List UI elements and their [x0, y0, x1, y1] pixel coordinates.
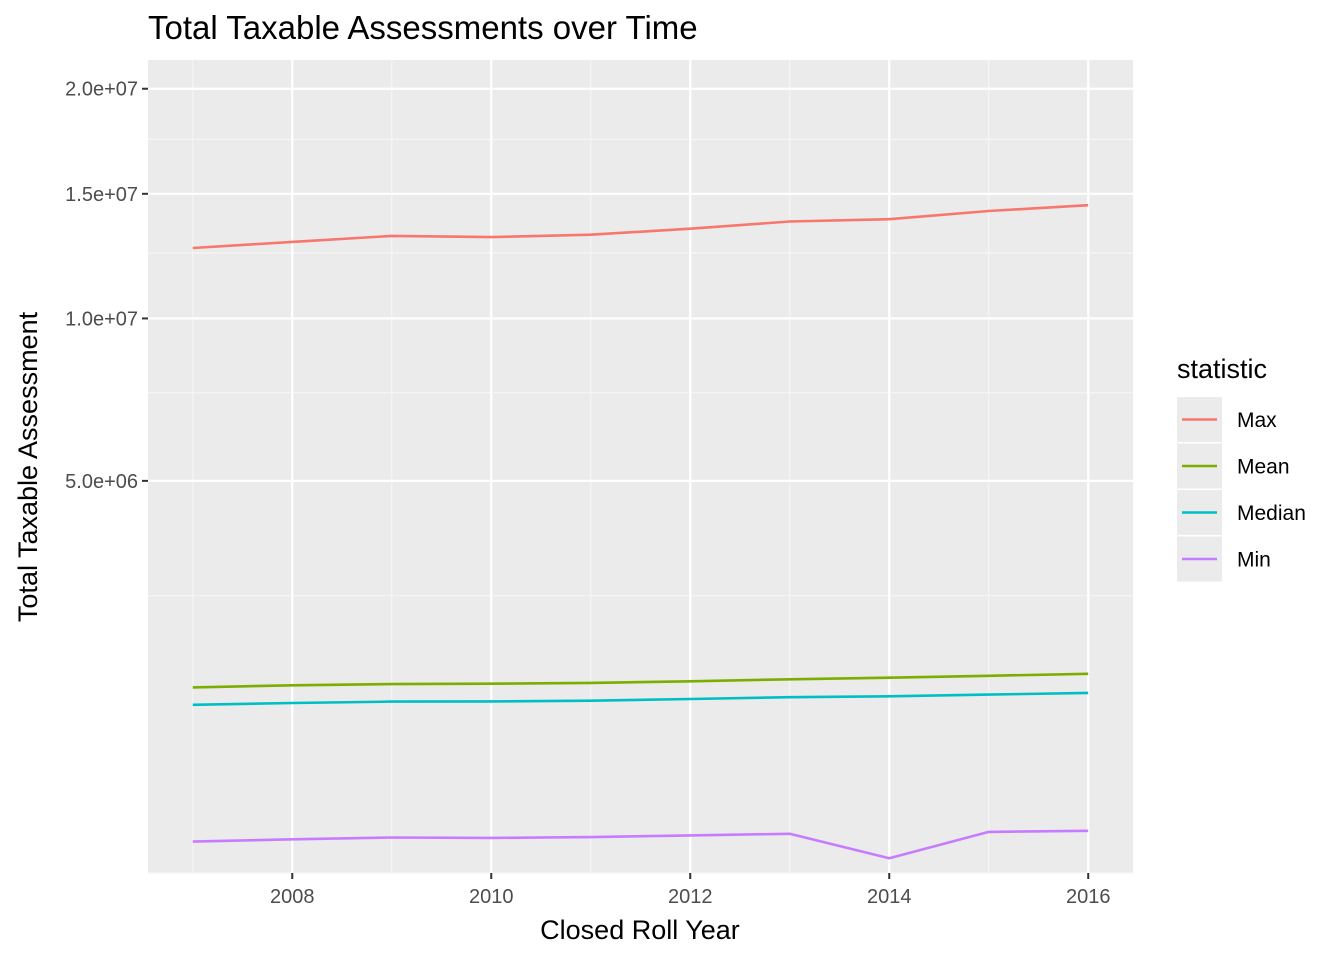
chart-title: Total Taxable Assessments over Time [148, 9, 698, 46]
legend-label-mean: Mean [1237, 456, 1290, 479]
y-tick-label: 2.0e+07 [65, 79, 138, 101]
major-gridlines [148, 60, 1133, 873]
legend-label-min: Min [1237, 549, 1271, 572]
y-tick-label: 1.5e+07 [65, 184, 138, 206]
x-tick-label: 2008 [270, 886, 315, 908]
x-tick-label: 2014 [867, 886, 912, 908]
series-line-mean [192, 672, 1089, 689]
x-tick-label: 2012 [668, 886, 713, 908]
y-tick-label: 5.0e+06 [65, 471, 138, 493]
x-tick-label: 2016 [1066, 886, 1111, 908]
x-axis: 2008 2010 2012 2014 2016 [270, 873, 1110, 908]
series-line-median [192, 691, 1089, 707]
y-tick-label: 1.0e+07 [65, 308, 138, 330]
x-tick-label: 2010 [469, 886, 514, 908]
y-axis: 5.0e+06 1.0e+07 1.5e+07 2.0e+07 [65, 79, 148, 493]
legend-label-median: Median [1237, 502, 1306, 525]
y-axis-title: Total Taxable Assessment [13, 311, 43, 622]
legend-label-max: Max [1237, 409, 1277, 432]
legend-title: statistic [1177, 354, 1267, 384]
x-axis-title: Closed Roll Year [540, 915, 740, 945]
minor-gridlines [148, 60, 1133, 874]
series-line-max [192, 203, 1089, 250]
series-line-min [192, 829, 1089, 860]
legend: statistic Max Mean Median Min [1177, 354, 1306, 582]
plot-panel [148, 60, 1133, 873]
series-lines [192, 203, 1089, 860]
